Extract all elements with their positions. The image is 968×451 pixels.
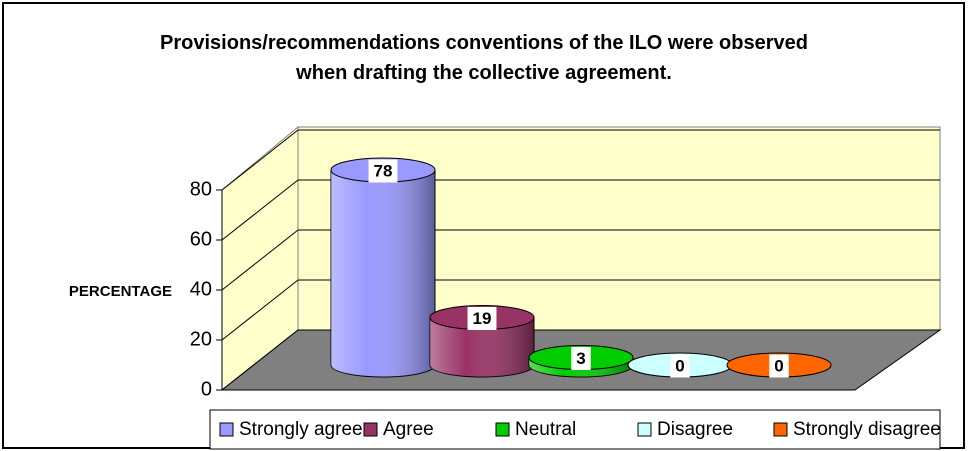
y-axis-label: PERCENTAGE bbox=[69, 283, 172, 300]
legend-swatch bbox=[495, 422, 510, 437]
legend-swatch bbox=[637, 422, 652, 437]
grid-line bbox=[221, 229, 299, 291]
y-tick-label: 60 bbox=[190, 228, 212, 250]
y-tick-label: 0 bbox=[201, 378, 212, 400]
value-label-bg bbox=[670, 354, 690, 378]
legend-label: Strongly disagree bbox=[793, 419, 941, 440]
value-label: 19 bbox=[473, 309, 492, 328]
grid-line bbox=[221, 129, 299, 191]
cylinder-shading bbox=[430, 317, 534, 377]
y-tick-label: 80 bbox=[190, 178, 212, 200]
value-label-bg bbox=[769, 354, 789, 378]
legend-swatch bbox=[773, 422, 788, 437]
value-label-bg bbox=[368, 159, 398, 183]
legend-swatch bbox=[219, 422, 234, 437]
value-label: 0 bbox=[774, 356, 783, 375]
value-label-bg bbox=[571, 346, 591, 370]
value-label-bg bbox=[467, 306, 497, 330]
value-label: 3 bbox=[576, 349, 585, 368]
legend-label: Agree bbox=[383, 419, 434, 440]
legend-swatch bbox=[363, 422, 378, 437]
grid-line bbox=[221, 179, 299, 241]
y-tick-label: 40 bbox=[190, 278, 212, 300]
legend-label: Neutral bbox=[515, 419, 576, 440]
grid-line bbox=[221, 279, 299, 341]
chart-title: Provisions/recommendations conventions o… bbox=[160, 32, 808, 84]
legend bbox=[209, 409, 941, 450]
chart-title-box: Provisions/recommendations conventions o… bbox=[0, 28, 968, 88]
legend-label: Strongly agree bbox=[239, 419, 363, 440]
value-label: 78 bbox=[374, 161, 393, 180]
y-tick-label: 20 bbox=[190, 328, 212, 350]
legend-label: Disagree bbox=[657, 419, 733, 440]
value-label: 0 bbox=[675, 356, 684, 375]
cylinder-shading bbox=[331, 170, 435, 377]
